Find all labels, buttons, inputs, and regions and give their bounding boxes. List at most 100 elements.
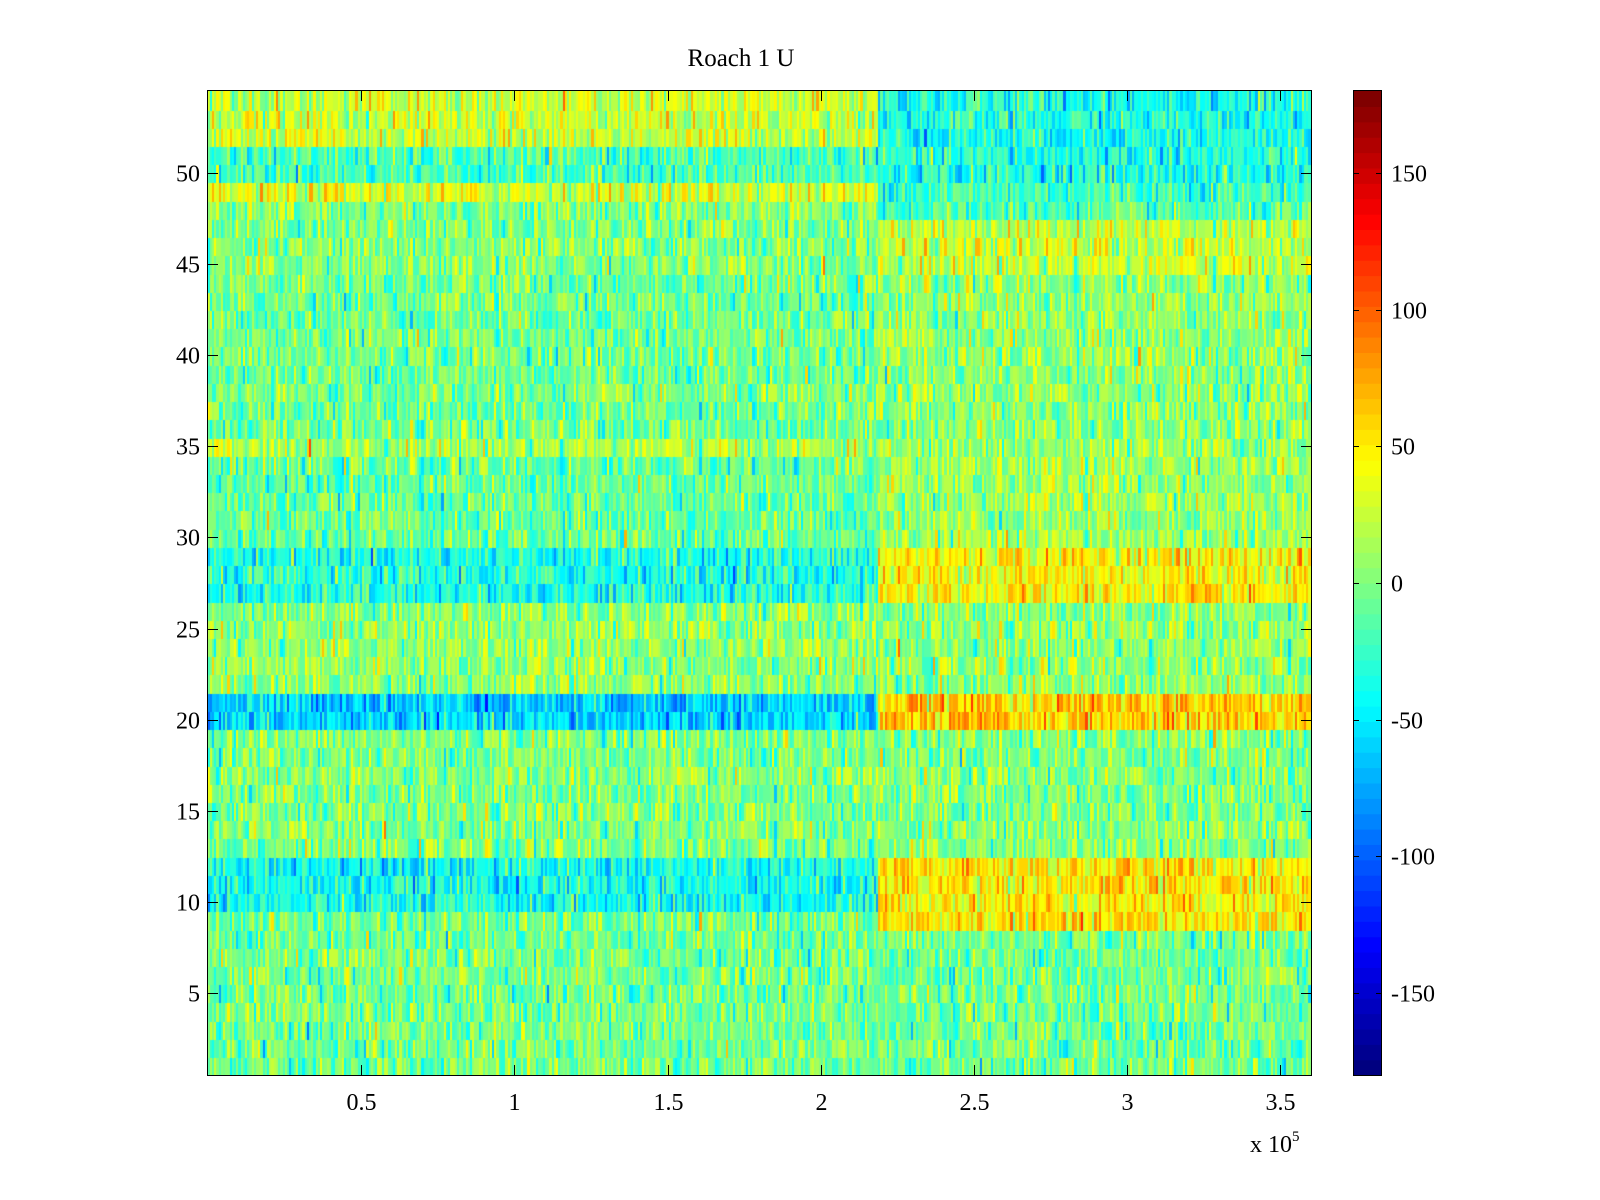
colorbar-swatch (1354, 244, 1381, 261)
colorbar-tick-label: 150 (1391, 162, 1427, 188)
colorbar-swatch (1354, 1044, 1381, 1061)
colorbar-swatch (1354, 583, 1381, 599)
y-tick-label: 30 (176, 526, 200, 552)
colorbar-frame (1353, 90, 1382, 1076)
colorbar-swatch (1354, 798, 1381, 815)
y-axis-ticks: 5 10 15 20 25 30 35 40 45 50 (176, 162, 1311, 1008)
colorbar-swatch (1354, 137, 1381, 154)
heatmap-image (208, 91, 1311, 1075)
y-tick-label: 10 (176, 891, 200, 917)
colorbar-swatch (1354, 629, 1381, 646)
colorbar-swatch (1354, 383, 1381, 400)
x-tick-label: 3 (1122, 1090, 1134, 1116)
colorbar-tick-label: 50 (1391, 435, 1415, 461)
colorbar-swatch (1354, 1059, 1381, 1076)
colorbar-swatch (1354, 644, 1381, 661)
colorbar-swatch (1354, 598, 1381, 615)
colorbar-swatch (1354, 398, 1381, 415)
y-tick-label: 20 (176, 709, 200, 735)
colorbar-ticks: -150 -100 -50 0 50 100 150 (1354, 162, 1435, 1008)
colorbar-swatch (1354, 183, 1381, 200)
colorbar-swatch (1354, 967, 1381, 984)
colorbar-swatch (1354, 337, 1381, 353)
colorbar-swatch (1354, 198, 1381, 215)
colorbar-swatch (1354, 613, 1381, 630)
x-tick-label: 1 (509, 1090, 521, 1116)
colorbar-swatch (1354, 306, 1381, 323)
colorbar-swatch (1354, 413, 1381, 430)
colorbar-swatch (1354, 260, 1381, 277)
colorbar-swatch (1354, 91, 1381, 107)
colorbar-swatch (1354, 921, 1381, 938)
colorbar-swatch (1354, 229, 1381, 246)
colorbar-swatch (1354, 936, 1381, 953)
colorbar (1354, 91, 1381, 1076)
y-tick-label: 35 (176, 435, 200, 461)
colorbar-swatch (1354, 506, 1381, 523)
colorbar-swatch (1354, 214, 1381, 230)
colorbar-swatch (1354, 290, 1381, 307)
y-tick-label: 40 (176, 344, 200, 370)
colorbar-tick-label: -150 (1391, 982, 1435, 1008)
y-tick-label: 5 (188, 982, 200, 1008)
colorbar-swatch (1354, 859, 1381, 876)
colorbar-swatch (1354, 352, 1381, 369)
x-axis-multiplier-exponent: 5 (1292, 1129, 1300, 1145)
x-tick-label: 0.5 (347, 1090, 377, 1116)
colorbar-swatch (1354, 460, 1381, 476)
x-tick-label: 3.5 (1266, 1090, 1296, 1116)
colorbar-swatch (1354, 429, 1381, 446)
y-tick-label: 15 (176, 800, 200, 826)
colorbar-swatch (1354, 675, 1381, 692)
x-tick-label: 1.5 (654, 1090, 684, 1116)
colorbar-swatch (1354, 767, 1381, 784)
colorbar-swatch (1354, 567, 1381, 584)
plot-frame (207, 90, 1312, 1076)
x-axis-multiplier-base: x 10 (1250, 1132, 1292, 1158)
colorbar-swatch (1354, 890, 1381, 907)
colorbar-swatch (1354, 152, 1381, 169)
colorbar-swatch (1354, 659, 1381, 676)
colorbar-tick-label: 0 (1391, 572, 1403, 598)
colorbar-swatch (1354, 829, 1381, 845)
colorbar-swatch (1354, 690, 1381, 707)
x-axis-ticks: 0.5 1 1.5 2 2.5 3 3.5 (347, 91, 1296, 1116)
colorbar-swatch (1354, 475, 1381, 492)
y-tick-label: 45 (176, 253, 200, 279)
x-tick-label: 2 (816, 1090, 828, 1116)
colorbar-swatch (1354, 121, 1381, 138)
colorbar-swatch (1354, 706, 1381, 722)
colorbar-swatch (1354, 813, 1381, 830)
colorbar-swatch (1354, 736, 1381, 753)
colorbar-swatch (1354, 1028, 1381, 1045)
colorbar-swatch (1354, 752, 1381, 769)
y-tick-label: 50 (176, 162, 200, 188)
colorbar-swatch (1354, 444, 1381, 461)
colorbar-swatch (1354, 905, 1381, 922)
colorbar-swatch (1354, 367, 1381, 384)
y-tick-label: 25 (176, 618, 200, 644)
colorbar-swatch (1354, 106, 1381, 123)
colorbar-swatch (1354, 952, 1381, 968)
heatmap-plot-area (208, 91, 1311, 1075)
colorbar-swatch (1354, 844, 1381, 861)
colorbar-swatch (1354, 875, 1381, 892)
x-tick-label: 2.5 (960, 1090, 990, 1116)
colorbar-swatch (1354, 782, 1381, 799)
colorbar-swatch (1354, 1013, 1381, 1030)
colorbar-swatch (1354, 552, 1381, 569)
colorbar-tick-label: -100 (1391, 845, 1435, 871)
colorbar-swatch (1354, 982, 1381, 999)
colorbar-swatch (1354, 321, 1381, 338)
colorbar-swatch (1354, 490, 1381, 507)
colorbar-swatch (1354, 275, 1381, 292)
chart-title: Roach 1 U (688, 45, 795, 72)
colorbar-swatch (1354, 721, 1381, 738)
colorbar-swatch (1354, 167, 1381, 184)
x-axis-multiplier: x 105 (1250, 1129, 1300, 1158)
colorbar-tick-label: 100 (1391, 299, 1427, 325)
colorbar-tick-label: -50 (1391, 709, 1423, 735)
colorbar-swatch (1354, 998, 1381, 1015)
colorbar-swatch (1354, 536, 1381, 553)
